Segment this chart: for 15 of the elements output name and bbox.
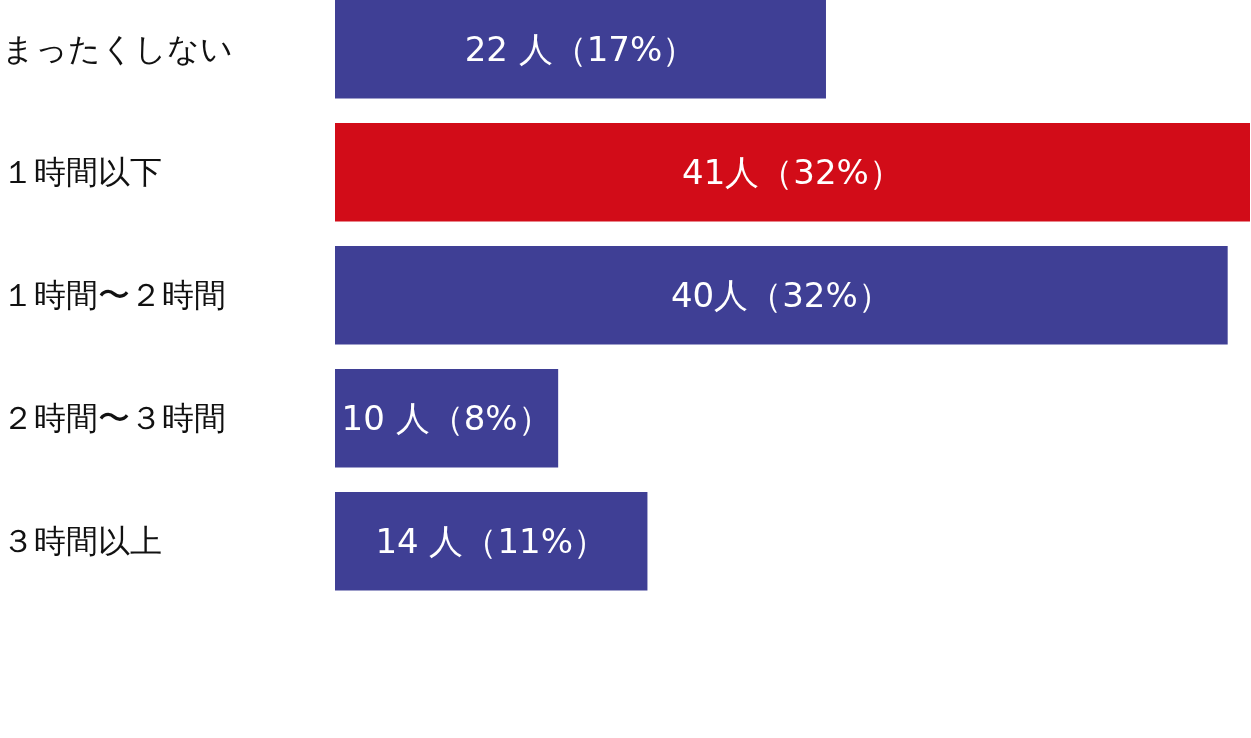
y-tick-label: １時間以下	[2, 153, 162, 191]
data-label: 22 人（17%）	[464, 29, 697, 70]
data-label: 14 人（11%）	[375, 521, 608, 562]
bar	[335, 492, 648, 591]
data-label: 10 人（8%）	[341, 398, 552, 439]
y-tick-label: ３時間以上	[2, 522, 162, 560]
y-tick-label: １時間〜２時間	[2, 276, 226, 314]
bar	[335, 123, 1250, 222]
data-label: 40人（32%）	[670, 275, 892, 316]
bar	[335, 246, 1228, 345]
y-tick-label: まったくしない	[2, 30, 233, 68]
y-tick-label: ２時間〜３時間	[2, 399, 226, 437]
data-label: 41人（32%）	[682, 152, 903, 193]
bar	[335, 369, 559, 468]
bar	[335, 0, 826, 99]
